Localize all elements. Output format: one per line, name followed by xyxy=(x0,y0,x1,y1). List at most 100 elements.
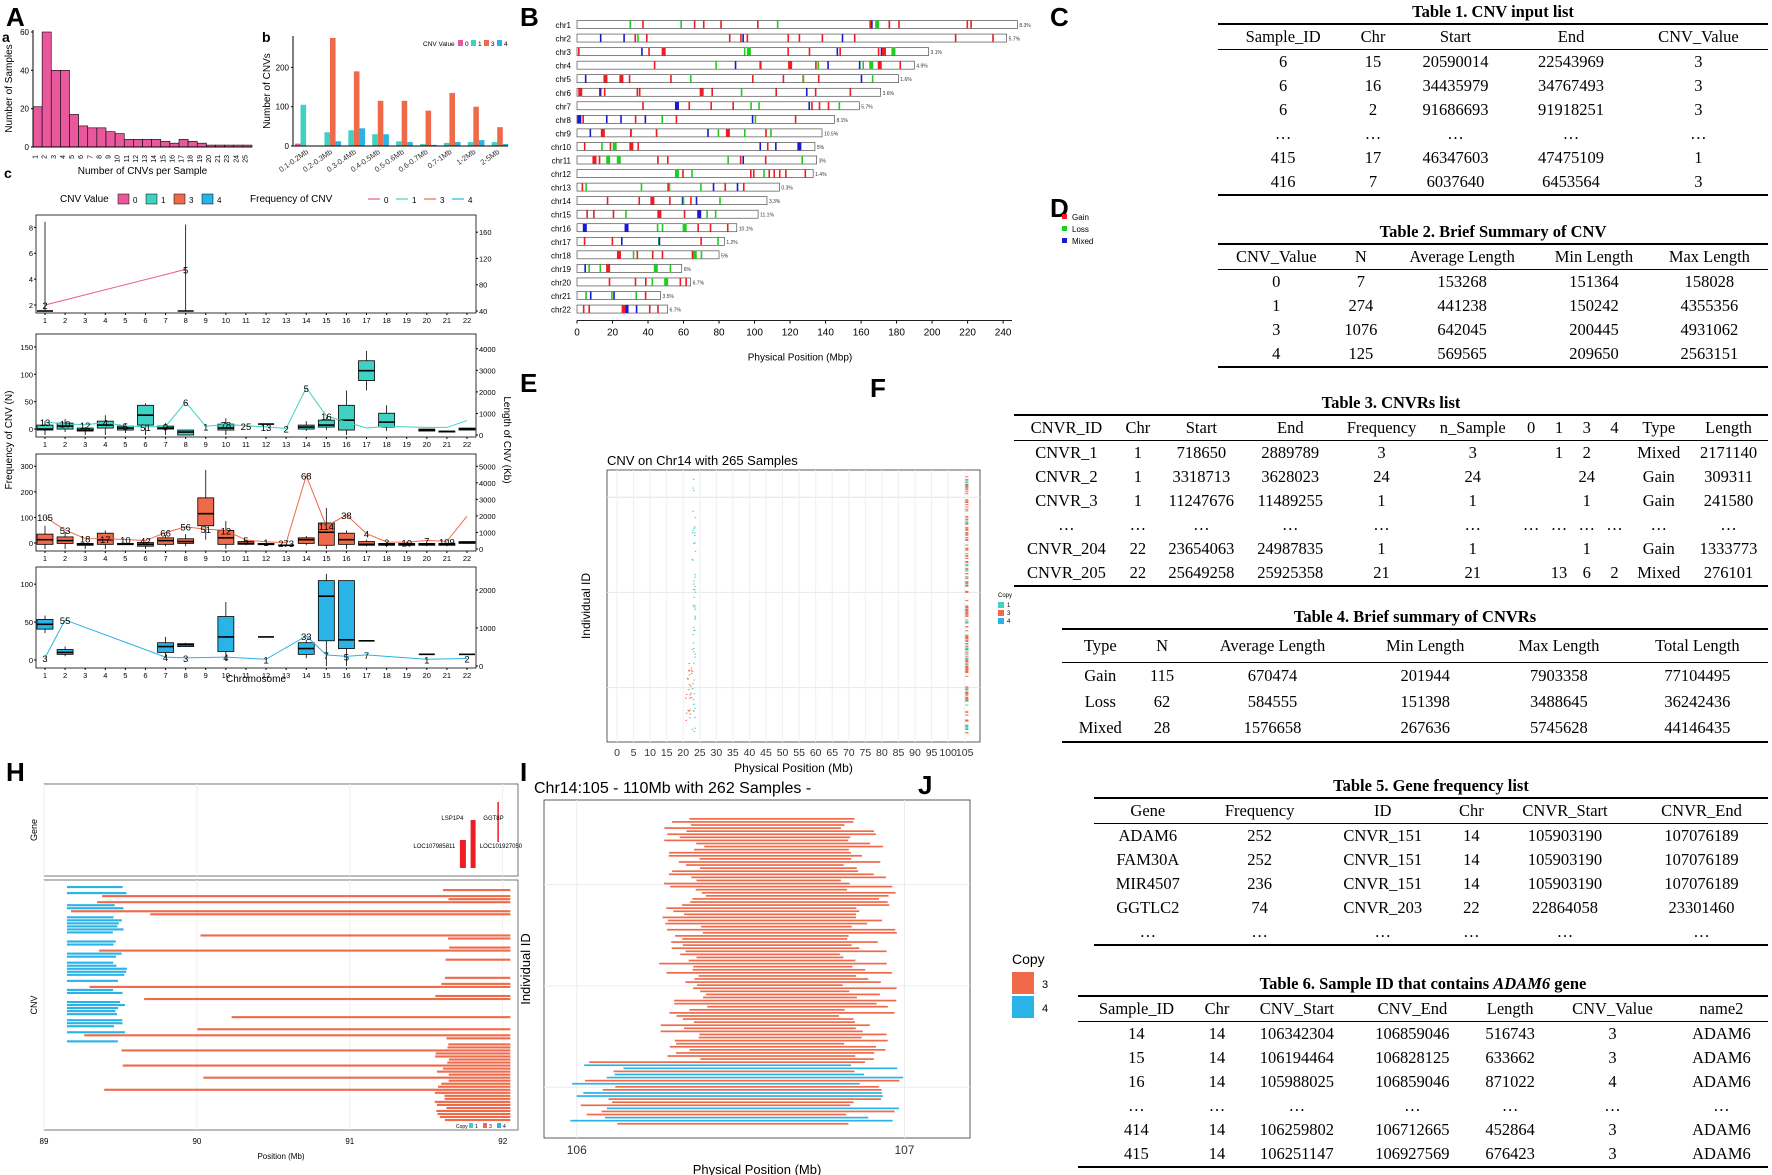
t2-cell: 4 xyxy=(1218,342,1335,368)
bar xyxy=(105,131,116,148)
cnv-segment xyxy=(664,839,849,842)
x-tick-label: 30 xyxy=(710,747,722,759)
right-tick-label: 1000 xyxy=(479,409,496,418)
cnv-mark xyxy=(637,142,640,151)
point xyxy=(965,688,969,690)
cnv-mark xyxy=(764,156,767,164)
gene-label: GGT8P xyxy=(483,816,503,822)
cnv-segment xyxy=(612,1101,854,1104)
right-tick-label: 160 xyxy=(479,228,492,237)
x-tick-label: 3 xyxy=(83,440,87,449)
t5-cell: 105903190 xyxy=(1527,850,1603,869)
point xyxy=(965,643,969,645)
x-tick-label: 3 xyxy=(83,671,87,680)
table-row: CNVR_204 22 23654063 24987835 1 1 1 Gain 1333773 xyxy=(1014,537,1768,561)
cnv-segment xyxy=(670,885,893,888)
cnv-mark xyxy=(710,101,712,110)
cnv-segment xyxy=(446,1106,511,1109)
cnv-mark xyxy=(700,250,703,259)
cnv-mark xyxy=(880,47,883,56)
chromosome-percent: 10.1% xyxy=(739,226,754,232)
frequency-label: 4 xyxy=(163,653,168,664)
cnv-segment xyxy=(699,1033,887,1036)
cnv-mark xyxy=(644,277,647,286)
t2-header: Max Length xyxy=(1650,243,1768,270)
point xyxy=(693,527,695,529)
frequency-label: 18 xyxy=(80,535,91,546)
cnv-segment xyxy=(678,861,881,863)
chromosome-label: chr16 xyxy=(551,224,572,233)
frequency-label: 42 xyxy=(140,537,151,548)
cnv-segment xyxy=(695,888,848,891)
subplot-frame xyxy=(35,566,477,669)
right-tick-label: 2000 xyxy=(479,586,496,595)
legend-label: Gain xyxy=(1072,213,1089,222)
point xyxy=(693,693,696,695)
cnv-mark xyxy=(598,156,601,164)
chromosome-label: chr18 xyxy=(551,251,572,260)
point xyxy=(965,696,969,698)
point xyxy=(965,726,969,728)
x-tick-label: 6 xyxy=(143,554,147,563)
x-tick-label: 5 xyxy=(631,747,637,759)
cnv-segment xyxy=(448,1043,511,1046)
point xyxy=(693,490,695,492)
t1-cell: … xyxy=(1274,124,1292,143)
cnv-segment xyxy=(686,864,844,866)
point xyxy=(965,523,969,525)
cnv-mark xyxy=(651,250,654,259)
frequency-label: 4 xyxy=(103,419,108,430)
chromosome-bar xyxy=(576,237,725,246)
right-tick-label: 1000 xyxy=(479,528,496,537)
point xyxy=(688,684,691,686)
x-tick-label: 13 xyxy=(282,671,290,680)
x-tick-label: 17 xyxy=(362,316,370,325)
cnv-segment xyxy=(435,994,511,998)
t3-cell: … xyxy=(1058,515,1075,534)
point xyxy=(693,580,695,582)
bar-series-0 xyxy=(295,143,301,146)
cnv-mark xyxy=(586,210,588,219)
point xyxy=(693,648,695,650)
cnv-mark xyxy=(797,142,800,151)
cnv-segment xyxy=(102,895,511,898)
t1-cell: 3 xyxy=(1628,170,1768,196)
chromosome-bar xyxy=(576,169,814,178)
x-tick-label: 11 xyxy=(242,554,250,563)
point xyxy=(685,693,688,695)
cnv-mark xyxy=(736,183,739,192)
table-row: MIR4507 236 CNVR_151 14 105903190 107076189 xyxy=(1094,872,1768,896)
legend-swatch xyxy=(458,40,463,46)
t6-cell: 4 xyxy=(1608,1072,1617,1091)
cnv-segment xyxy=(104,1088,511,1091)
cnv-mark xyxy=(706,210,708,219)
t1-cell: 91918251 xyxy=(1538,100,1605,119)
cnv-mark xyxy=(592,156,597,164)
panel-label-a: a xyxy=(2,29,10,45)
frequency-label: 10 xyxy=(401,538,412,549)
x-tick-label: 12 xyxy=(133,155,140,163)
point xyxy=(692,510,694,512)
point xyxy=(690,692,692,694)
t3-header: Chr xyxy=(1118,414,1157,441)
cnv-mark xyxy=(651,277,654,286)
t3-cell: 276101 xyxy=(1689,561,1768,587)
legend-title: Frequency of CNV xyxy=(250,194,333,205)
frequency-line xyxy=(44,268,186,306)
x-tick-label: 100 xyxy=(746,328,763,339)
t6-cell: 106859046 xyxy=(1375,1024,1450,1043)
cnv-segment xyxy=(66,967,127,970)
cnv-segment xyxy=(705,993,880,996)
t4-cell: Gain xyxy=(1084,666,1117,685)
chromosome-label: chr13 xyxy=(551,184,572,193)
bar xyxy=(69,114,79,148)
x-tick-label: 0 xyxy=(614,747,620,759)
x-tick-label: 20 xyxy=(607,328,619,339)
point xyxy=(693,651,695,653)
cnv-mark xyxy=(675,115,678,124)
cnv-mark xyxy=(667,183,669,192)
x-tick-label: 10 xyxy=(222,671,230,680)
chromosome-label: chr6 xyxy=(555,89,571,98)
chromosome-label: chr14 xyxy=(551,197,572,206)
